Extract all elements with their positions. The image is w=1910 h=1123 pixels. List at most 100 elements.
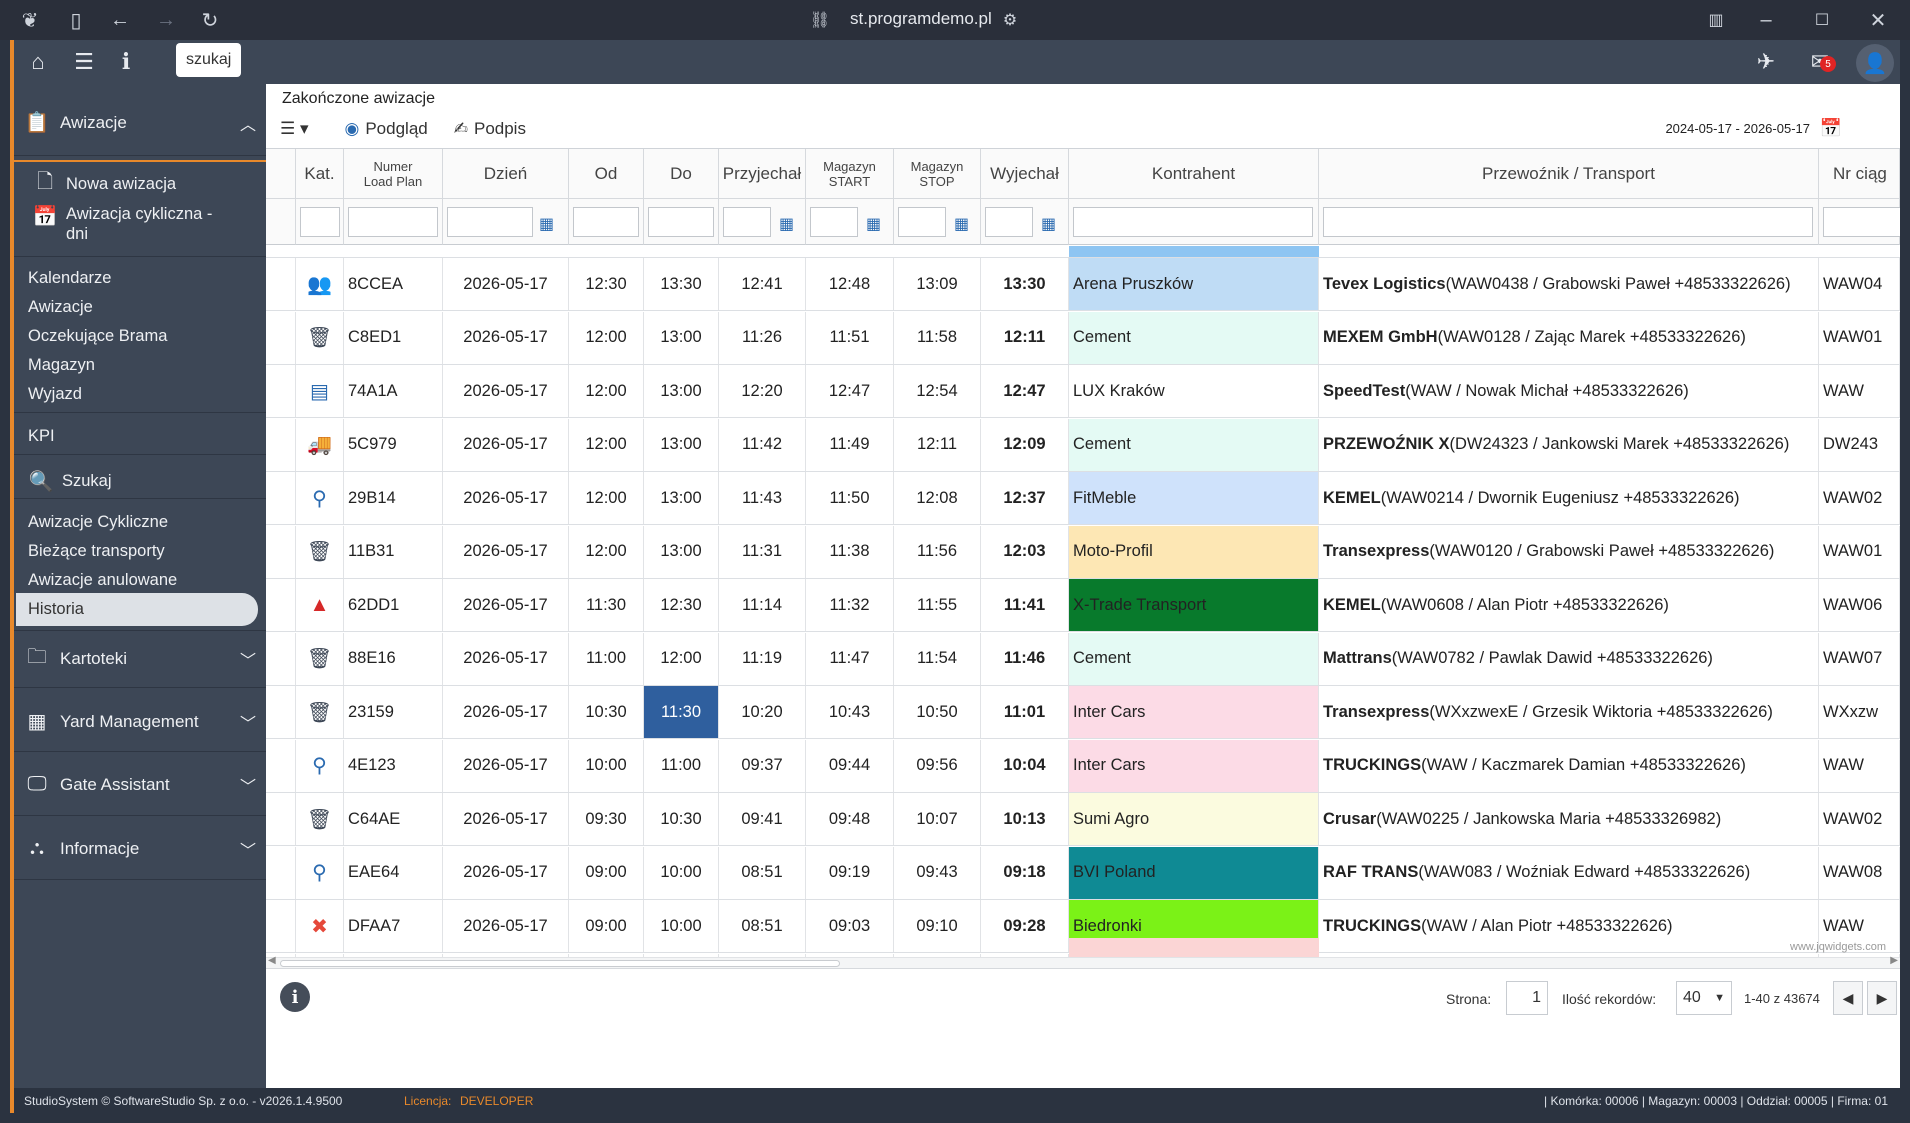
cell-wy[interactable]: 10:04	[981, 739, 1069, 792]
minimize-icon[interactable]: –	[1760, 8, 1772, 31]
cell-od[interactable]: 09:30	[569, 793, 644, 845]
sidebar-section-informacje[interactable]: ⛬ Informacje ﹀	[14, 818, 266, 880]
cell-do[interactable]: 11:00	[644, 739, 719, 792]
maximize-icon[interactable]: ☐	[1814, 12, 1830, 29]
carrier-cell[interactable]: MEXEM GmbH (WAW0128 / Zając Marek +48533…	[1319, 311, 1819, 364]
cell-do[interactable]: 10:00	[644, 846, 719, 899]
sidebar-section-gate-assistant[interactable]: 🖵 Gate Assistant ﹀	[14, 754, 266, 816]
table-row[interactable]: ▤ 74A1A 2026-05-17 12:00 13:00 12:20 12:47 12:5…	[266, 365, 1900, 418]
cell-do[interactable]: 11:30	[644, 686, 719, 738]
cell-nrc[interactable]: WAW01	[1819, 525, 1900, 578]
column-header-kontrahent[interactable]: Kontrahent	[1069, 149, 1319, 199]
cell-mst[interactable]: 10:50	[894, 686, 981, 738]
cell-do[interactable]: 12:30	[644, 579, 719, 631]
category-icon[interactable]: ▤	[296, 365, 344, 417]
cell-od[interactable]: 11:00	[569, 632, 644, 685]
user-avatar[interactable]: 👤	[1856, 44, 1894, 82]
table-row[interactable]: ⚲ 4E123 2026-05-17 10:00 11:00 09:37 09:44 09:5…	[266, 739, 1900, 793]
cell-nr[interactable]: DFAA7	[344, 900, 443, 952]
table-row[interactable]: 🗑 23159 2026-05-17 10:30 11:30 10:20 10:43 10:5…	[266, 686, 1900, 739]
cell-mst[interactable]: 09:10	[894, 900, 981, 952]
cell-mst[interactable]: 12:11	[894, 418, 981, 471]
home-icon[interactable]: ⌂	[31, 49, 45, 74]
cell-kontr[interactable]: FitMeble	[1069, 472, 1319, 524]
sidebar-item-biezace-transporty[interactable]: Bieżące transporty	[28, 535, 268, 567]
sidebar-item-kalendarze[interactable]: Kalendarze	[28, 262, 268, 294]
chevron-down-icon[interactable]: ﹀	[239, 842, 256, 860]
cell-przy[interactable]: 11:14	[719, 579, 806, 631]
category-icon[interactable]: 🗑	[296, 311, 344, 364]
sidebar-item-magazyn[interactable]: Magazyn	[28, 349, 268, 381]
category-icon[interactable]: 🚚	[296, 418, 344, 471]
cell-ms[interactable]: 09:19	[806, 846, 894, 899]
cell-nrc[interactable]: WAW07	[1819, 632, 1900, 685]
category-icon[interactable]: ✖	[296, 900, 344, 952]
page-number-input[interactable]: 1	[1506, 981, 1548, 1015]
cell-wy[interactable]: 12:09	[981, 418, 1069, 471]
column-header-nr-ciag[interactable]: Nr ciąg	[1819, 149, 1900, 199]
chevron-up-icon[interactable]: ︿	[239, 116, 256, 134]
cell-dzien[interactable]: 2026-05-17	[443, 418, 569, 471]
carrier-cell[interactable]: Transexpress (WAW0120 / Grabowski Paweł …	[1319, 525, 1819, 578]
category-icon[interactable]: 🗑	[296, 793, 344, 845]
row-selector[interactable]	[266, 686, 296, 738]
cell-kontr[interactable]: X-Trade Transport	[1069, 579, 1319, 631]
cell-mst[interactable]: 12:08	[894, 472, 981, 524]
carrier-cell[interactable]: RAF TRANS (WAW083 / Woźniak Edward +4853…	[1319, 846, 1819, 899]
table-row[interactable]: ⚲ 29B14 2026-05-17 12:00 13:00 11:43 11:50 12:0…	[266, 472, 1900, 525]
cell-od[interactable]: 12:00	[569, 365, 644, 417]
cell-do[interactable]: 13:00	[644, 525, 719, 578]
row-selector[interactable]	[266, 365, 296, 417]
browser-logo-icon[interactable]: ❦	[21, 9, 39, 32]
cell-przy[interactable]: 12:20	[719, 365, 806, 417]
cell-nr[interactable]: C8ED1	[344, 311, 443, 364]
cell-nrc[interactable]: WAW02	[1819, 793, 1900, 845]
cell-ms[interactable]: 11:50	[806, 472, 894, 524]
cell-wy[interactable]: 12:47	[981, 365, 1069, 417]
cell-wy[interactable]: 11:46	[981, 632, 1069, 685]
cell-dzien[interactable]: 2026-05-17	[443, 258, 569, 310]
cell-kontr[interactable]: Moto-Profil	[1069, 525, 1319, 578]
row-selector[interactable]	[266, 258, 296, 310]
cell-ms[interactable]: 09:44	[806, 739, 894, 792]
carrier-cell[interactable]: TRUCKINGS (WAW / Kaczmarek Damian +48533…	[1319, 739, 1819, 792]
cell-nr[interactable]: C64AE	[344, 793, 443, 845]
carrier-cell[interactable]: PRZEWOŹNIK X (DW24323 / Jankowski Marek …	[1319, 418, 1819, 471]
close-icon[interactable]: ✕	[1869, 9, 1887, 32]
cell-ms[interactable]: 11:47	[806, 632, 894, 685]
cell-nrc[interactable]: WAW08	[1819, 846, 1900, 899]
row-selector[interactable]	[266, 739, 296, 792]
category-icon[interactable]: 🗑	[296, 686, 344, 738]
prev-page-button[interactable]: ◀	[1833, 981, 1863, 1015]
table-row[interactable]: 🚚 5C979 2026-05-17 12:00 13:00 11:42 11:49 12:1…	[266, 418, 1900, 472]
table-row[interactable]: ⚲ EAE64 2026-05-17 09:00 10:00 08:51 09:19 09:4…	[266, 846, 1900, 900]
carrier-cell[interactable]: Crusar (WAW0225 / Jankowska Maria +48533…	[1319, 793, 1819, 845]
carrier-cell[interactable]: Mattrans (WAW0782 / Pawlak Dawid +485333…	[1319, 632, 1819, 685]
filter-input-magazyn-stop[interactable]	[898, 207, 946, 237]
plane-icon[interactable]: ✈	[1756, 49, 1776, 74]
cell-kontr[interactable]: Cement	[1069, 632, 1319, 685]
cell-do[interactable]: 10:30	[644, 793, 719, 845]
cell-ms[interactable]: 11:38	[806, 525, 894, 578]
filter-input-przyjechal[interactable]	[723, 207, 771, 237]
sidebar-section-awizacje[interactable]: 📋 Awizacje ︿	[14, 90, 266, 156]
cell-nrc[interactable]: WAW04	[1819, 258, 1900, 310]
cell-do[interactable]: 13:00	[644, 472, 719, 524]
info-icon[interactable]: i	[121, 49, 131, 75]
cell-mst[interactable]: 11:58	[894, 311, 981, 364]
filter-input-kontrahent[interactable]	[1073, 207, 1313, 237]
horizontal-scrollbar[interactable]: ◀ ▶	[266, 955, 1900, 968]
reload-icon[interactable]: ↻	[201, 9, 219, 32]
sidebar-item-historia[interactable]: Historia	[16, 593, 258, 626]
cell-nr[interactable]: 88E16	[344, 632, 443, 685]
cell-ms[interactable]: 11:49	[806, 418, 894, 471]
cell-ms[interactable]: 12:48	[806, 258, 894, 310]
cell-wy[interactable]: 12:37	[981, 472, 1069, 524]
filter-input-od[interactable]	[573, 207, 639, 237]
sidebar-item-kpi[interactable]: KPI	[28, 420, 268, 452]
cell-mst[interactable]: 12:54	[894, 365, 981, 417]
cell-od[interactable]: 10:30	[569, 686, 644, 738]
cell-dzien[interactable]: 2026-05-17	[443, 846, 569, 899]
filter-input-magazyn-start[interactable]	[810, 207, 858, 237]
sidebar-item-oczekujace-brama[interactable]: Oczekujące Brama	[28, 320, 268, 352]
